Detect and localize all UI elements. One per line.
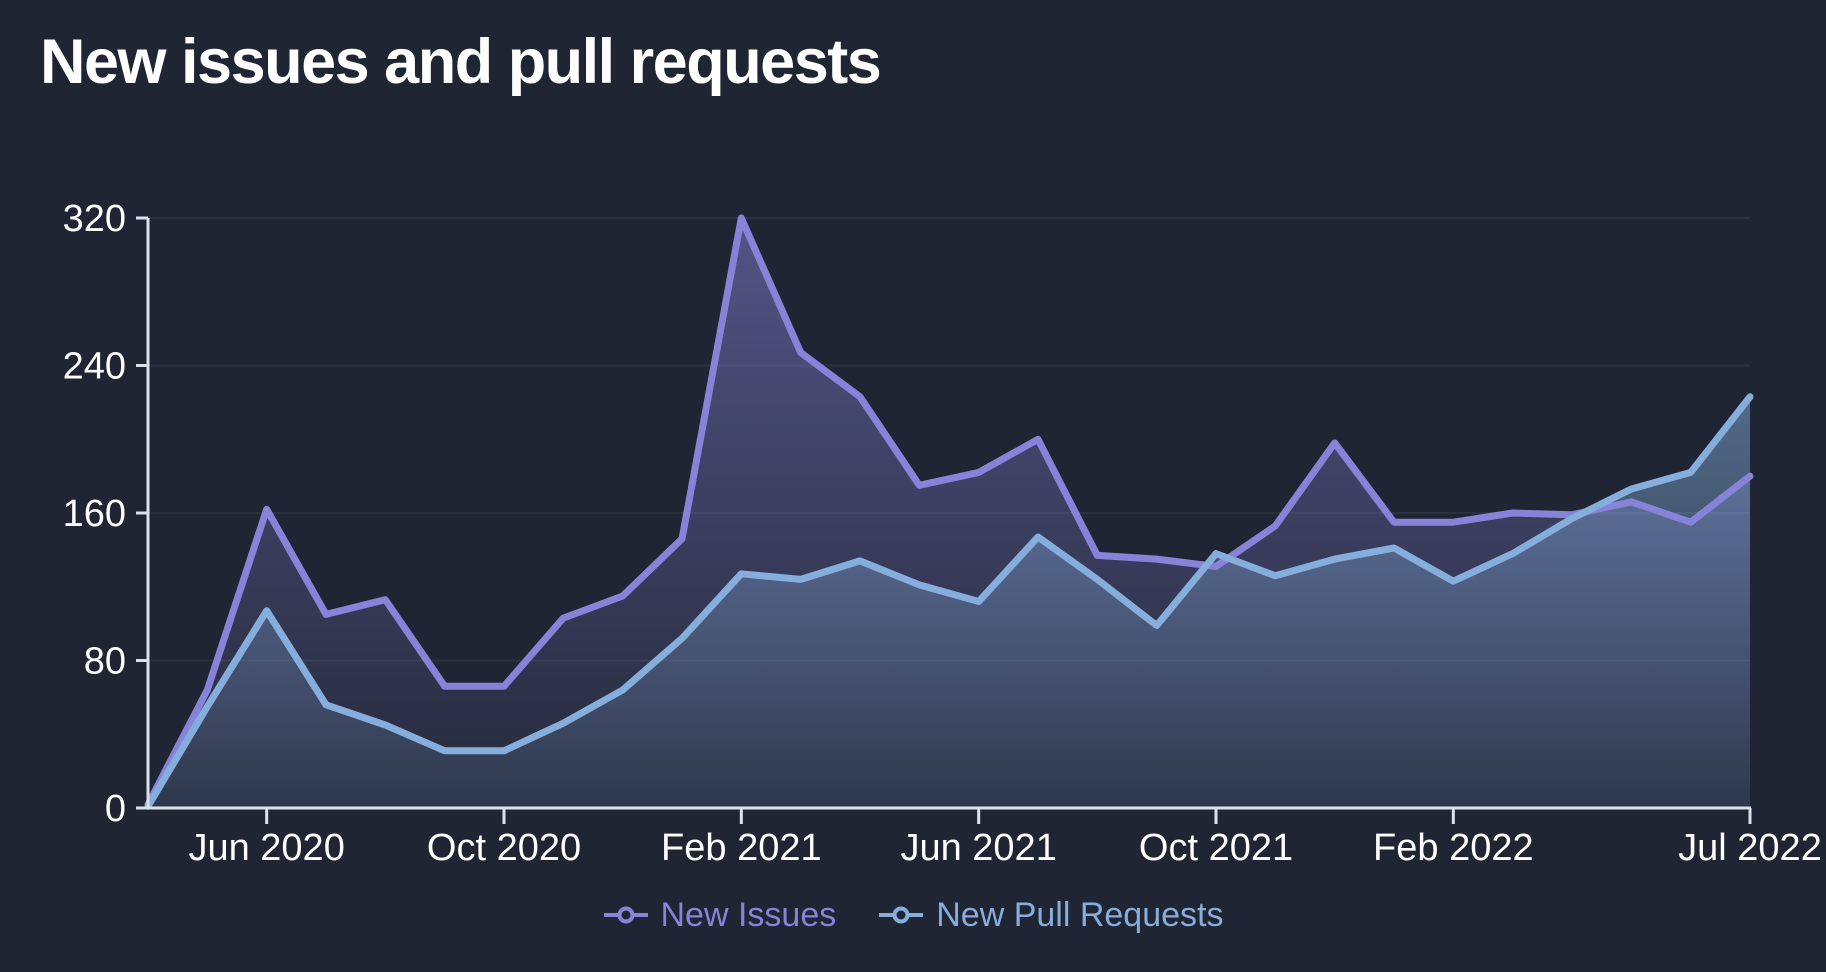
legend-item-new-pull-requests[interactable]: New Pull Requests: [878, 898, 1223, 932]
y-axis-label-0: 0: [105, 788, 126, 830]
x-axis-label-Jul-2022: Jul 2022: [1678, 827, 1822, 869]
legend-item-new-issues[interactable]: New Issues: [603, 896, 837, 934]
legend: New Issues New Pull Requests: [0, 898, 1826, 932]
x-axis-label-Jun-2020: Jun 2020: [188, 827, 344, 869]
x-axis-label-Feb-2022: Feb 2022: [1373, 827, 1534, 869]
x-axis-label-Oct-2020: Oct 2020: [427, 827, 581, 869]
legend-label-new-pull-requests: New Pull Requests: [936, 896, 1224, 934]
y-axis-label-320: 320: [63, 198, 126, 240]
y-axis-label-240: 240: [63, 346, 126, 388]
x-axis-label-Feb-2021: Feb 2021: [661, 827, 822, 869]
y-axis-label-160: 160: [63, 493, 126, 535]
line-new-pull-requests: [144, 393, 1754, 810]
y-axis-label-80: 80: [84, 641, 126, 683]
x-axis-label-Jun-2021: Jun 2021: [900, 827, 1056, 869]
legend-label-new-issues: New Issues: [660, 896, 837, 934]
axis-labels: 0 80 160 240 320 Jun 2020 Oct 2020 Feb 2021 Jun …: [63, 198, 1822, 869]
series-areas: [148, 218, 1750, 808]
new-pull-requests-legend-marker-icon: [879, 906, 924, 924]
area-new-pull-requests: [148, 396, 1750, 808]
line-new-issues: [144, 214, 1754, 808]
chart-title: New issues and pull requests: [40, 27, 882, 97]
new-issues-legend-marker-icon: [603, 906, 648, 924]
axes: [136, 216, 1752, 824]
series-lines: [144, 214, 1754, 810]
x-axis-label-Oct-2021: Oct 2021: [1139, 827, 1293, 869]
